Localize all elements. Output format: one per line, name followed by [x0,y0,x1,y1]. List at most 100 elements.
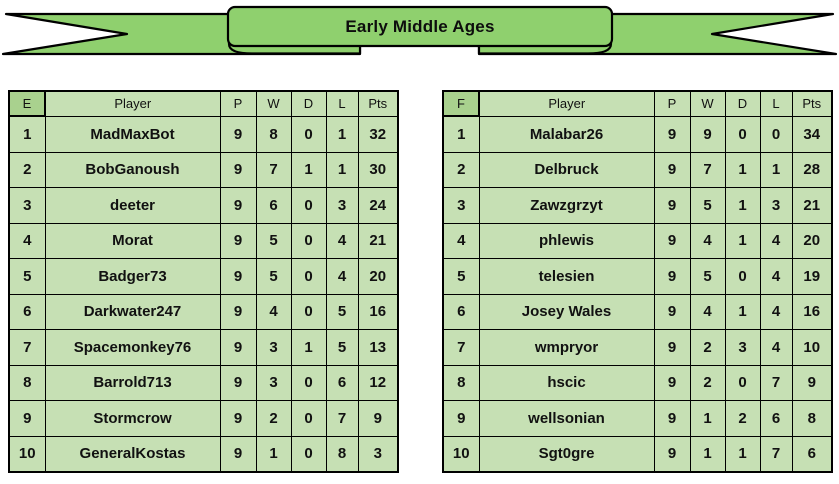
player-cell: hscic [478,364,655,401]
points-header-cell: Pts [357,90,399,117]
stat-cell: 3 [325,187,359,224]
points-header-cell: Pts [791,90,833,117]
stat-cell: 2 [255,400,292,437]
stat-cell: 16 [357,293,399,330]
stat-cell: 2 [689,329,726,366]
stat-cell: 4 [759,258,793,295]
header-row: F Player P W D L Pts [442,90,833,117]
stat-cell: 4 [255,293,292,330]
stat-cell: 3 [759,187,793,224]
stat-cell: 34 [791,115,833,153]
stat-cell: 9 [219,151,257,188]
stat-cell: 9 [219,222,257,259]
table-row: 1 Malabar26 9 9 0 0 34 [442,115,833,153]
stat-cell: 9 [653,364,691,401]
stat-cell: 32 [357,115,399,153]
stat-cell: 9 [653,222,691,259]
table-row: 4 Morat 9 5 0 4 21 [8,222,399,259]
standings-table-group-e: E Player P W D L Pts 1 MadMaxBot 9 8 0 1 32 2 Bo… [8,90,399,473]
stat-cell: 2 [724,400,761,437]
stat-cell: 9 [219,187,257,224]
player-cell: Zawzgrzyt [478,187,655,224]
rank-cell: 6 [8,293,46,330]
played-header-cell: P [219,90,257,117]
stat-cell: 4 [689,222,726,259]
stat-cell: 9 [653,293,691,330]
table-row: 3 Zawzgrzyt 9 5 1 3 21 [442,187,833,224]
stat-cell: 7 [759,364,793,401]
stat-cell: 6 [325,364,359,401]
stat-cell: 5 [255,222,292,259]
stat-cell: 9 [653,400,691,437]
stat-cell: 9 [653,115,691,153]
standings-table-group-f: F Player P W D L Pts 1 Malabar26 9 9 0 0 34 2 De… [442,90,833,473]
stat-cell: 5 [325,329,359,366]
losses-header-cell: L [759,90,793,117]
stat-cell: 9 [653,187,691,224]
stat-cell: 5 [255,258,292,295]
stat-cell: 1 [689,400,726,437]
stat-cell: 9 [791,364,833,401]
stat-cell: 9 [219,364,257,401]
player-cell: Malabar26 [478,115,655,153]
player-cell: GeneralKostas [44,435,221,473]
stat-cell: 4 [325,222,359,259]
stat-cell: 4 [759,329,793,366]
rank-cell: 10 [442,435,480,473]
stat-cell: 5 [689,258,726,295]
player-cell: BobGanoush [44,151,221,188]
rank-cell: 7 [8,329,46,366]
stat-cell: 1 [724,435,761,473]
draws-header-cell: D [290,90,327,117]
player-cell: Spacemonkey76 [44,329,221,366]
group-header-cell: E [8,90,46,117]
stat-cell: 3 [724,329,761,366]
rank-cell: 1 [8,115,46,153]
stat-cell: 20 [791,222,833,259]
rank-cell: 3 [8,187,46,224]
player-cell: Morat [44,222,221,259]
stat-cell: 7 [689,151,726,188]
stat-cell: 3 [255,329,292,366]
stat-cell: 1 [724,222,761,259]
stat-cell: 9 [653,435,691,473]
player-cell: Delbruck [478,151,655,188]
stat-cell: 7 [759,435,793,473]
stat-cell: 9 [357,400,399,437]
player-cell: wmpryor [478,329,655,366]
wins-header-cell: W [255,90,292,117]
stat-cell: 1 [325,115,359,153]
table-row: 8 hscic 9 2 0 7 9 [442,364,833,401]
player-cell: phlewis [478,222,655,259]
table-row: 6 Josey Wales 9 4 1 4 16 [442,293,833,330]
stat-cell: 1 [325,151,359,188]
stat-cell: 16 [791,293,833,330]
wins-header-cell: W [689,90,726,117]
stat-cell: 9 [689,115,726,153]
stat-cell: 8 [325,435,359,473]
table-row: 3 deeter 9 6 0 3 24 [8,187,399,224]
table-row: 2 Delbruck 9 7 1 1 28 [442,151,833,188]
stat-cell: 1 [255,435,292,473]
player-cell: Stormcrow [44,400,221,437]
rank-cell: 10 [8,435,46,473]
player-cell: deeter [44,187,221,224]
stat-cell: 0 [290,258,327,295]
table-row: 5 Badger73 9 5 0 4 20 [8,258,399,295]
stat-cell: 0 [759,115,793,153]
stat-cell: 0 [724,364,761,401]
rank-cell: 9 [8,400,46,437]
stat-cell: 9 [219,400,257,437]
stat-cell: 5 [689,187,726,224]
player-cell: Badger73 [44,258,221,295]
rank-cell: 8 [8,364,46,401]
stat-cell: 1 [290,329,327,366]
stat-cell: 1 [724,151,761,188]
rank-cell: 4 [8,222,46,259]
stat-cell: 8 [791,400,833,437]
stat-cell: 7 [325,400,359,437]
player-cell: Sgt0gre [478,435,655,473]
table-row: 10 GeneralKostas 9 1 0 8 3 [8,435,399,473]
rank-cell: 8 [442,364,480,401]
